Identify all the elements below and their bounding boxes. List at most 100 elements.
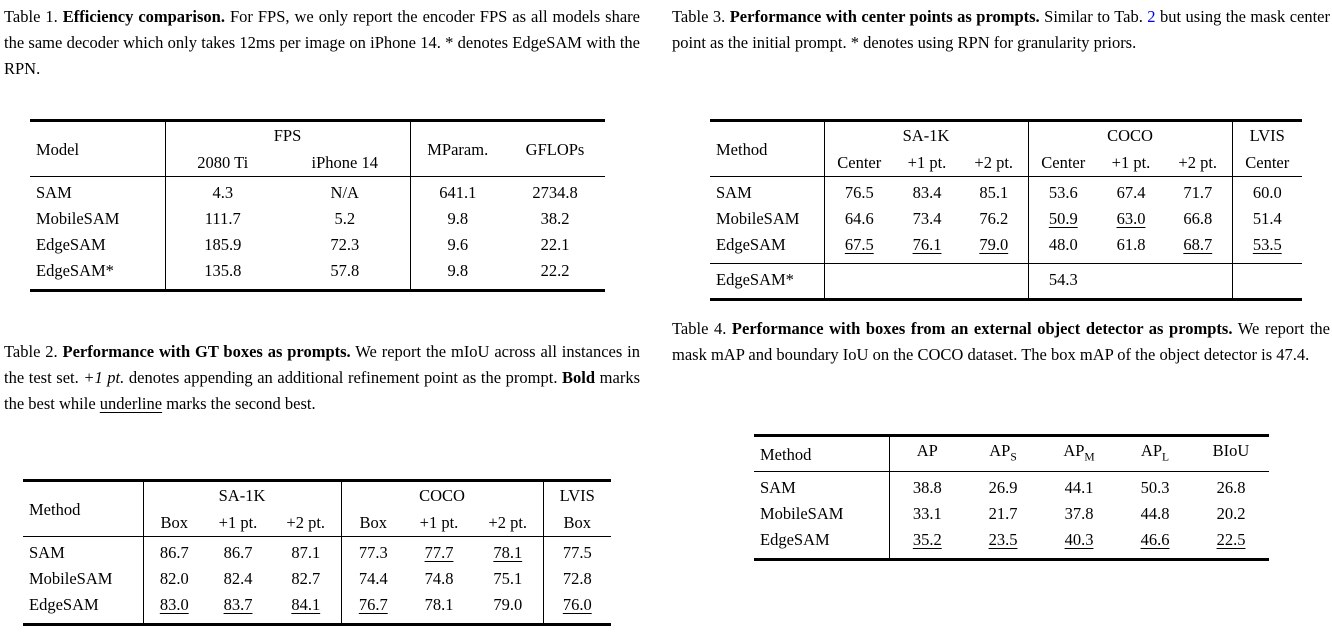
column-header-method: Method [23,480,144,537]
left-column: Table 1. Efficiency comparison. For FPS,… [4,0,640,632]
table-cell: 54.3 [1028,263,1098,300]
table3-wrapper: Method SA-1K COCO LVIS Center +1 pt. +2 … [672,119,1330,301]
table-cell: 76.7 [358,595,388,614]
table-cell: 67.4 [1098,176,1164,206]
column-header-box: Box [563,513,591,532]
column-group-lvis: LVIS [1249,126,1285,145]
table-cell [894,263,960,300]
table-cell: 33.1 [912,504,942,524]
table-cell: 44.8 [1140,504,1170,524]
column-group-coco: COCO [341,480,544,509]
row-label: SAM [30,176,166,206]
table-cell: 86.7 [143,536,205,566]
column-header-plus1pt: +1 pt. [419,513,459,532]
table-cell: 22.2 [540,261,570,280]
table-cell [824,263,894,300]
table-cell: 22.5 [1216,530,1246,550]
table-cell: 77.5 [543,536,611,566]
table-cell: 26.8 [1193,471,1269,502]
table-cell: 82.4 [223,569,253,588]
table-cell: 86.7 [205,536,271,566]
table-cell: 40.3 [1064,530,1094,550]
table-cell [1232,263,1302,300]
table-cell: 74.8 [424,569,454,588]
table-cell: 77.7 [405,536,473,566]
table-cell: 57.8 [280,258,411,291]
row-label: SAM [23,536,144,566]
column-header-model: Model [30,120,166,177]
caption-segment: underline [99,394,163,413]
table-row: MobileSAM 111.7 5.2 9.8 38.2 [30,206,605,232]
row-label: EdgeSAM [23,592,144,625]
caption-segment: but using the mask center point as the i… [672,7,1330,52]
table-cell: 20.2 [1216,504,1246,524]
table-cell: 50.9 [1048,209,1078,228]
caption-segment: We report the mIoU across all instances … [4,342,640,387]
table-cell: 51.4 [1252,209,1282,228]
row-label: SAM [754,471,890,502]
table-row: EdgeSAM* 54.3 [710,263,1302,300]
column-header-plus2pt: +2 pt. [271,509,342,537]
table-cell: 85.1 [960,176,1029,206]
row-label: SAM [710,176,825,206]
table-cell: 83.7 [223,595,253,614]
column-group-lvis: LVIS [559,486,595,505]
table1-caption: Table 1. Efficiency comparison. For FPS,… [4,4,640,82]
table-cell: 61.8 [1116,235,1146,254]
table-cell [1164,263,1233,300]
caption-segment: marks the second best. [162,394,316,413]
table-cell: 74.4 [358,569,388,588]
column-header-ap: AP [916,441,938,460]
column-header-2080ti: 2080 Ti [197,153,249,172]
caption-segment: marks the best while [4,368,641,413]
column-header-plus1pt: +1 pt. [218,513,258,532]
table-cell: 53.5 [1252,235,1282,254]
row-label: EdgeSAM [30,232,166,258]
row-label: MobileSAM [23,566,144,592]
caption-segment: +1 pt. [83,368,125,387]
row-label: MobileSAM [30,206,166,232]
table-cell [1098,263,1164,300]
table-row: EdgeSAM 67.5 76.1 79.0 48.0 61.8 68.7 53… [710,232,1302,264]
column-header-box: Box [160,513,188,532]
caption-segment: Table 3. [672,7,730,26]
table-cell: 111.7 [204,209,241,228]
table-cell: 5.2 [280,206,411,232]
table-cell: 68.7 [1164,232,1233,264]
table-cell: 67.5 [844,235,874,254]
caption-segment: Table 4. [672,319,732,338]
table-row: MobileSAM 82.0 82.4 82.7 74.4 74.8 75.1 … [23,566,611,592]
table-cell: 46.6 [1140,530,1170,550]
table-row: EdgeSAM* 135.8 57.8 9.8 22.2 [30,258,605,291]
table-row: SAM 76.5 83.4 85.1 53.6 67.4 71.7 60.0 [710,176,1302,206]
right-column: Table 3. Performance with center points … [672,0,1330,632]
table-cell: 60.0 [1232,176,1302,206]
table-cell: 37.8 [1064,504,1094,524]
column-header-center: Center [1041,153,1086,172]
table-cell: 79.0 [960,232,1029,264]
row-label: EdgeSAM [754,527,890,560]
column-header-method: Method [754,435,890,472]
table-cell: 84.1 [271,592,342,625]
ref-link-table2[interactable]: 2 [1147,7,1156,26]
column-header-method: Method [710,120,825,177]
table-cell: 185.9 [204,235,242,254]
caption-segment: Bold [562,368,596,387]
table4-detector-boxes: Method AP APS APM APL BIoU SAM 38.8 26.9… [754,434,1269,562]
table2-caption: Table 2. Performance with GT boxes as pr… [4,339,640,417]
table-cell: 72.3 [280,232,411,258]
table-cell: 75.1 [473,566,544,592]
table-cell: 22.1 [540,235,570,254]
table-row: SAM 38.8 26.9 44.1 50.3 26.8 [754,471,1269,502]
column-header-plus1pt: +1 pt. [907,153,947,172]
column-header-fps-group: FPS [165,120,411,149]
table-cell: 77.3 [341,536,405,566]
table-row: SAM 86.7 86.7 87.1 77.3 77.7 78.1 77.5 [23,536,611,566]
table4-wrapper: Method AP APS APM APL BIoU SAM 38.8 26.9… [672,434,1330,562]
column-header-biou: BIoU [1212,441,1250,460]
caption-segment: Efficiency comparison. [62,7,225,26]
column-header-center: Center [837,153,882,172]
column-header-mparam: MParam. [427,139,489,159]
table-cell: 76.1 [912,235,942,254]
